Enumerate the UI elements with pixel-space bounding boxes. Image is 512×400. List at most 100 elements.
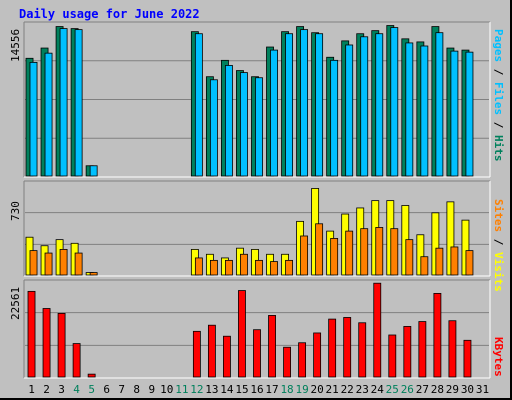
bar-kbytes-day-17 (268, 315, 276, 378)
bar-sites-day-4 (74, 252, 83, 276)
legend-separator: / (492, 62, 505, 82)
bar-kbytes-day-1 (27, 290, 36, 378)
bar-kbytes-day-14 (223, 335, 231, 378)
x-tick-day-15: 15 (235, 383, 248, 396)
x-tick-day-27: 27 (416, 383, 429, 396)
bar-sites-day-12 (194, 257, 203, 276)
bar-sites-day-21 (330, 238, 339, 276)
bar-sites-day-16 (255, 259, 263, 276)
bar-files-day-27 (420, 45, 429, 177)
ymax-label-kbytes: 22561 (9, 287, 22, 320)
x-tick-day-28: 28 (431, 383, 444, 396)
bar-kbytes-day-3 (57, 312, 66, 378)
bar-kbytes-day-12 (192, 330, 201, 378)
x-tick-day-14: 14 (220, 383, 234, 396)
x-tick-day-7: 7 (118, 383, 125, 396)
bar-files-day-2 (44, 52, 53, 177)
legend-files: Files (492, 82, 505, 115)
bar-visits-day-30 (461, 219, 470, 276)
bar-sites-day-23 (360, 228, 369, 276)
bar-sites-day-17 (270, 261, 278, 276)
bar-kbytes-day-27 (418, 321, 427, 378)
bar-visits-day-28 (431, 212, 440, 276)
bar-files-day-16 (255, 77, 263, 177)
bar-kbytes-day-5 (87, 373, 96, 378)
bar-files-day-22 (345, 44, 354, 177)
bar-sites-day-22 (345, 230, 354, 276)
bar-files-day-24 (375, 33, 384, 177)
x-tick-day-26: 26 (401, 383, 414, 396)
bar-files-day-12 (194, 33, 203, 177)
bar-sites-day-13 (209, 259, 218, 276)
bar-files-day-25 (390, 27, 399, 177)
legend-kbytes: KBytes (492, 337, 505, 377)
bar-sites-day-20 (315, 223, 324, 276)
bar-kbytes-day-26 (403, 326, 412, 378)
x-tick-day-30: 30 (461, 383, 474, 396)
bar-files-day-17 (270, 49, 278, 177)
bar-sites-day-24 (375, 227, 384, 276)
x-tick-day-12: 12 (190, 383, 203, 396)
x-tick-day-25: 25 (386, 383, 399, 396)
legend-pages: Pages (492, 29, 505, 62)
x-tick-day-13: 13 (205, 383, 218, 396)
legend-hits: Hits (492, 135, 505, 162)
bar-kbytes-day-4 (72, 343, 81, 378)
bar-sites-day-15 (240, 253, 248, 276)
x-tick-day-18: 18 (280, 383, 293, 396)
bar-kbytes-day-29 (448, 320, 457, 378)
bar-sites-day-5 (89, 272, 98, 276)
x-tick-day-10: 10 (160, 383, 173, 396)
bar-files-day-19 (300, 29, 309, 177)
bar-kbytes-day-24 (373, 282, 382, 378)
x-tick-day-2: 2 (43, 383, 50, 396)
x-tick-day-8: 8 (133, 383, 140, 396)
bar-sites-day-25 (390, 228, 399, 276)
legend-sites: Sites (492, 199, 505, 232)
legend-separator: / (492, 115, 505, 135)
chart-title: Daily usage for June 2022 (19, 7, 200, 21)
x-tick-day-16: 16 (250, 383, 263, 396)
bar-files-day-30 (465, 51, 474, 177)
x-tick-day-4: 4 (73, 383, 80, 396)
legend-middle: Sites / Visits (492, 199, 505, 292)
bar-sites-day-3 (59, 248, 68, 276)
bar-sites-day-26 (405, 239, 414, 276)
x-tick-day-21: 21 (326, 383, 339, 396)
bar-kbytes-day-16 (253, 329, 261, 378)
x-tick-day-22: 22 (341, 383, 354, 396)
bar-files-day-28 (435, 32, 444, 177)
bar-sites-day-30 (465, 250, 474, 276)
bar-sites-day-29 (450, 246, 459, 276)
bar-kbytes-day-19 (298, 342, 307, 378)
bar-files-day-3 (59, 28, 68, 177)
x-tick-day-1: 1 (28, 383, 35, 396)
bar-kbytes-day-30 (463, 339, 472, 378)
bar-kbytes-day-21 (328, 318, 337, 378)
legend-top: Pages / Files / Hits (492, 29, 505, 162)
bar-sites-day-28 (435, 247, 444, 276)
bar-sites-day-2 (44, 252, 53, 276)
x-tick-day-24: 24 (371, 383, 385, 396)
bar-files-day-15 (240, 72, 248, 177)
x-tick-day-20: 20 (311, 383, 324, 396)
bar-sites-day-27 (420, 256, 429, 276)
bar-kbytes-day-28 (433, 293, 442, 378)
bar-sites-day-14 (225, 259, 233, 276)
bar-kbytes-day-18 (283, 346, 291, 378)
x-tick-day-5: 5 (88, 383, 95, 396)
x-tick-day-23: 23 (356, 383, 369, 396)
bar-kbytes-day-22 (343, 317, 352, 378)
bar-files-day-14 (225, 65, 233, 177)
x-tick-day-29: 29 (446, 383, 459, 396)
bar-files-day-26 (405, 42, 414, 177)
x-tick-day-6: 6 (103, 383, 110, 396)
x-tick-day-19: 19 (295, 383, 308, 396)
legend-separator: / (492, 232, 505, 252)
bar-files-day-4 (74, 29, 83, 177)
ymax-label-hits: 14556 (9, 29, 22, 62)
ymax-label-visits: 730 (9, 201, 22, 221)
legend-bottom: KBytes (492, 337, 505, 377)
bar-files-day-20 (315, 33, 324, 177)
